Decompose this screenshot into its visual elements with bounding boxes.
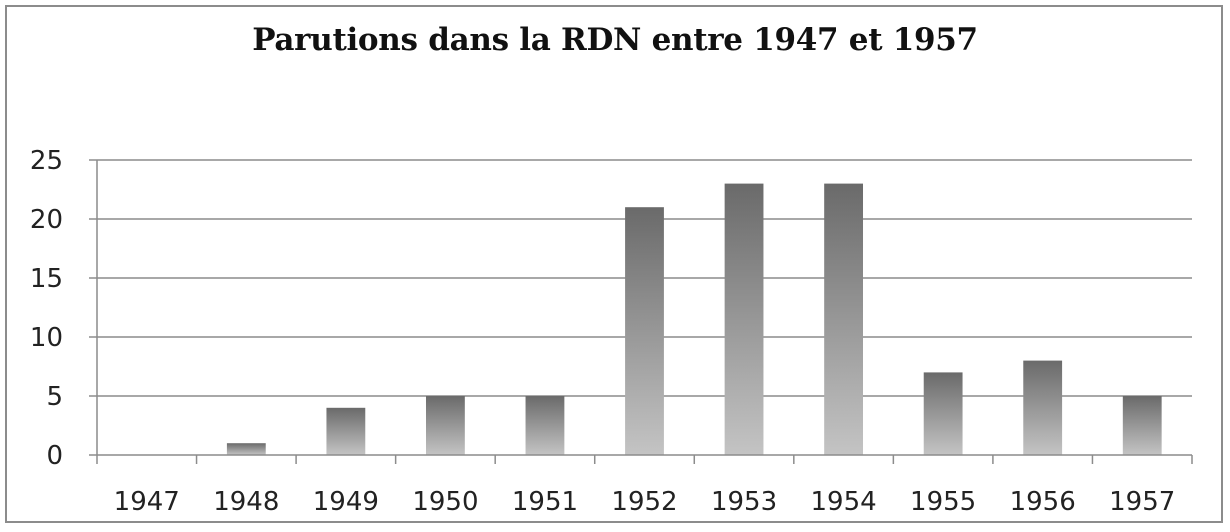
bar-1955 — [923, 372, 963, 455]
axes — [89, 159, 1193, 464]
chart-frame — [5, 5, 1223, 523]
bar-1956 — [1023, 360, 1063, 455]
y-tick-label-0: 0 — [46, 441, 63, 471]
bar-1948 — [226, 443, 266, 455]
x-tick-label-1951: 1951 — [512, 487, 578, 517]
bar-1951 — [525, 396, 565, 455]
x-tick-label-1956: 1956 — [1010, 487, 1076, 517]
x-tick-label-1953: 1953 — [711, 487, 777, 517]
bar-1957 — [1122, 396, 1162, 455]
y-tick-label-5: 5 — [46, 382, 63, 412]
x-tick-label-1957: 1957 — [1109, 487, 1175, 517]
x-tick-label-1949: 1949 — [313, 487, 379, 517]
x-tick-label-1948: 1948 — [213, 487, 279, 517]
y-tick-label-10: 10 — [30, 323, 63, 353]
chart-title: Parutions dans la RDN entre 1947 et 1957 — [252, 22, 978, 58]
x-tick-label-1954: 1954 — [811, 487, 877, 517]
x-tick-label-1947: 1947 — [114, 487, 180, 517]
y-tick-label-20: 20 — [30, 205, 63, 235]
y-tick-label-15: 15 — [30, 264, 63, 294]
x-tick-label-1950: 1950 — [412, 487, 478, 517]
tick-labels: 0 5 10 15 20 25 1947 1948 1949 1950 1951 1952 1953 19… — [30, 146, 1175, 517]
bar-1950 — [425, 396, 465, 455]
bar-1953 — [724, 183, 764, 455]
bar-1952 — [625, 207, 664, 455]
x-tick-label-1952: 1952 — [611, 487, 677, 517]
bars — [226, 183, 1162, 455]
bar-1954 — [824, 183, 864, 455]
y-tick-label-25: 25 — [30, 146, 63, 176]
bar-1949 — [326, 407, 366, 455]
x-tick-label-1955: 1955 — [910, 487, 976, 517]
